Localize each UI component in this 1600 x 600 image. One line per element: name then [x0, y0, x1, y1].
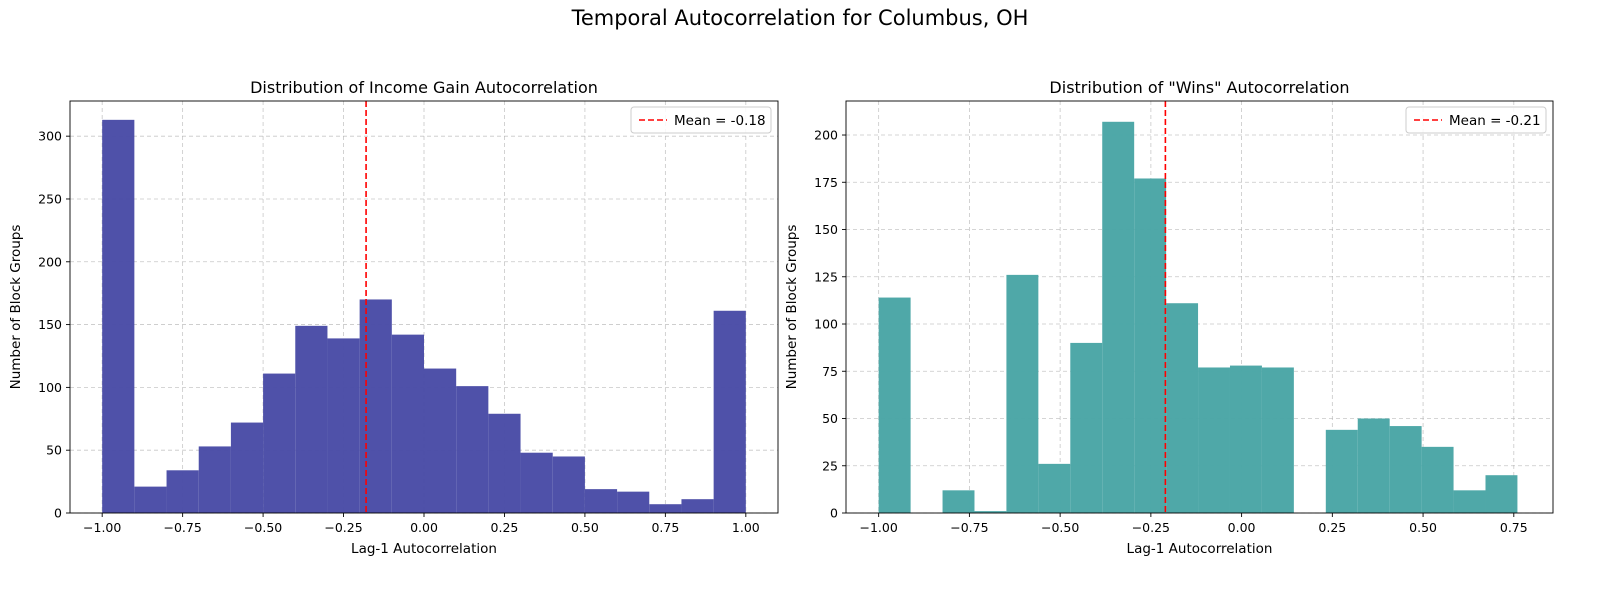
income-xtick-label: −0.25: [324, 520, 362, 535]
wins-xtick-label: −0.75: [950, 520, 988, 535]
wins-xtick-label: 0.25: [1318, 520, 1346, 535]
income-y-axis-label: Number of Block Groups: [8, 225, 24, 390]
wins-ytick-label: 0: [830, 506, 838, 521]
wins-bar: [1453, 490, 1486, 513]
wins-xtick-label: 0.75: [1500, 520, 1528, 535]
income-bar: [617, 491, 650, 513]
wins-ytick-label: 150: [814, 222, 838, 237]
income-bar: [391, 334, 424, 513]
income-bar: [102, 119, 135, 513]
wins-bar: [1357, 418, 1390, 513]
wins-ytick-label: 50: [822, 411, 838, 426]
wins-bar: [1485, 475, 1518, 513]
income-bar: [713, 310, 746, 513]
income-xtick-label: −0.50: [244, 520, 282, 535]
wins-axes-frame: [845, 100, 1554, 514]
wins-bar: [1229, 365, 1262, 513]
income-bar: [681, 499, 714, 513]
wins-ytick-label: 175: [814, 175, 838, 190]
wins-bar: [942, 490, 975, 513]
wins-xtick-label: −0.50: [1041, 520, 1079, 535]
income-bar: [456, 386, 489, 513]
wins-chart-title: Distribution of "Wins" Autocorrelation: [1049, 78, 1349, 97]
wins-xtick-label: 0.50: [1409, 520, 1437, 535]
wins-ytick-label: 125: [814, 269, 838, 284]
wins-bar: [1070, 342, 1103, 513]
wins-bar: [1134, 178, 1167, 513]
wins-bar: [1421, 446, 1454, 513]
income-bar: [359, 299, 392, 513]
wins-xtick-label: 0.00: [1228, 520, 1256, 535]
income-bar: [166, 470, 199, 513]
figure-title: Temporal Autocorrelation for Columbus, O…: [571, 6, 1029, 30]
income-bar: [649, 504, 682, 513]
income-xtick-label: 0.00: [410, 520, 438, 535]
wins-legend-label: Mean = -0.21: [1449, 113, 1541, 129]
wins-bar: [1006, 274, 1039, 513]
income-bar: [424, 368, 457, 513]
income-legend-label: Mean = -0.18: [674, 113, 766, 129]
wins-bar: [1389, 426, 1422, 513]
wins-bar: [974, 511, 1007, 513]
wins-bar: [1198, 367, 1230, 513]
wins-bar: [1166, 303, 1199, 513]
income-xtick-label: 1.00: [732, 520, 760, 535]
income-ytick-label: 200: [38, 254, 62, 269]
income-bar: [134, 486, 167, 513]
income-bar: [295, 325, 328, 513]
income-bar: [584, 489, 618, 513]
income-legend-box: [630, 106, 772, 134]
income-gain-panel: −1.00 −0.75 −0.50 −0.25 0.00 0.25 0.50 0.75 1.00…: [8, 78, 779, 557]
wins-bar: [1102, 121, 1135, 513]
income-bar: [198, 446, 231, 513]
income-xtick-label: 0.50: [571, 520, 599, 535]
income-bar: [488, 413, 521, 513]
wins-ytick-label: 25: [822, 458, 838, 473]
wins-legend-box: [1405, 106, 1547, 134]
income-ytick-label: 150: [38, 317, 62, 332]
wins-bar: [878, 297, 911, 513]
income-xtick-label: −0.75: [163, 520, 201, 535]
wins-ytick-label: 75: [822, 364, 838, 379]
wins-bar: [1261, 367, 1294, 513]
wins-bar: [1325, 429, 1358, 513]
income-ytick-label: 250: [38, 191, 62, 206]
wins-xtick-label: −1.00: [860, 520, 898, 535]
income-bar: [520, 452, 553, 513]
wins-x-axis-label: Lag-1 Autocorrelation: [1127, 541, 1273, 557]
income-ytick-label: 50: [46, 443, 62, 458]
income-xtick-label: 0.25: [491, 520, 519, 535]
wins-bar: [1038, 463, 1071, 513]
income-ytick-label: 100: [38, 380, 62, 395]
income-x-axis-label: Lag-1 Autocorrelation: [351, 541, 497, 557]
income-bar: [263, 373, 296, 513]
wins-ytick-label: 200: [814, 128, 838, 143]
income-xtick-label: 0.75: [651, 520, 679, 535]
income-bar: [230, 422, 264, 513]
income-bar: [552, 456, 585, 513]
wins-panel: −1.00 −0.75 −0.50 −0.25 0.00 0.25 0.50 0.75 0 25 5…: [784, 78, 1554, 557]
wins-y-axis-label: Number of Block Groups: [784, 225, 800, 390]
wins-ytick-label: 100: [814, 317, 838, 332]
income-xtick-label: −1.00: [83, 520, 121, 535]
income-ytick-label: 0: [54, 506, 62, 521]
income-chart-title: Distribution of Income Gain Autocorrelat…: [250, 78, 598, 97]
wins-xtick-label: −0.25: [1132, 520, 1170, 535]
income-ytick-label: 300: [38, 129, 62, 144]
wins-legend: Mean = -0.21: [1405, 106, 1547, 134]
income-legend: Mean = -0.18: [630, 106, 772, 134]
income-bar: [327, 338, 360, 513]
